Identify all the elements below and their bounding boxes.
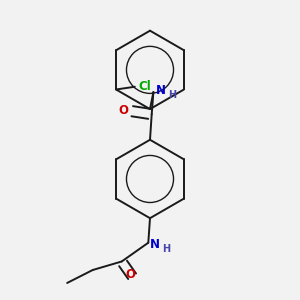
Text: N: N — [156, 84, 166, 97]
Text: O: O — [118, 104, 128, 117]
Text: H: H — [168, 90, 176, 100]
Text: Cl: Cl — [138, 80, 151, 93]
Text: N: N — [150, 238, 160, 251]
Text: H: H — [162, 244, 170, 254]
Text: O: O — [125, 268, 135, 281]
